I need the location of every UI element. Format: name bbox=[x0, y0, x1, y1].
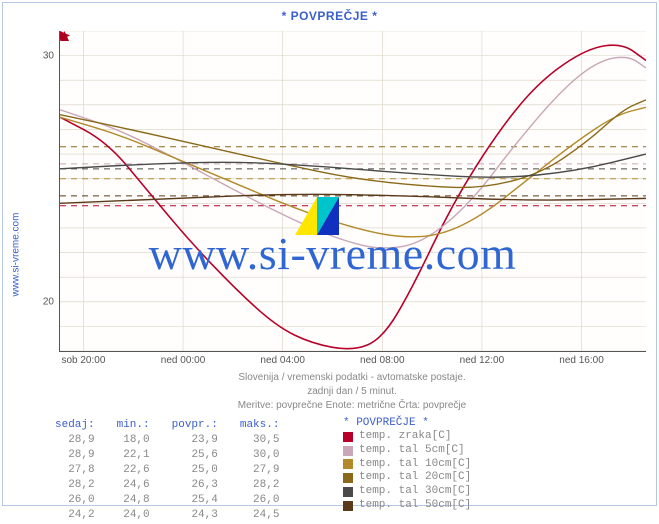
legend-row: temp. tal 30cm[C] bbox=[343, 485, 471, 499]
x-axis-arrow-icon bbox=[60, 31, 70, 40]
x-tick-label: ned 16:00 bbox=[559, 355, 604, 366]
y-tick-label: 20 bbox=[43, 296, 54, 307]
side-label: www.si-vreme.com bbox=[7, 3, 25, 505]
legend-swatch-icon bbox=[343, 446, 353, 456]
stats-cell: 25,0 bbox=[162, 464, 228, 477]
legend-row: temp. tal 50cm[C] bbox=[343, 499, 471, 513]
legend-title: * POVPREČJE * bbox=[343, 417, 471, 429]
stats-header-cell: min.: bbox=[107, 419, 160, 432]
chart-frame: www.si-vreme.com * POVPREČJE * 2030sob 2… bbox=[2, 2, 657, 506]
stats-cell: 24,2 bbox=[45, 509, 105, 522]
stats-header-row: sedaj:min.:povpr.:maks.: bbox=[45, 419, 289, 432]
x-tick-label: ned 12:00 bbox=[460, 355, 505, 366]
stats-cell: 22,1 bbox=[107, 449, 160, 462]
legend-swatch-icon bbox=[343, 473, 353, 483]
legend-row: temp. zraka[C] bbox=[343, 430, 471, 444]
stats-cell: 28,2 bbox=[45, 479, 105, 492]
legend-label: temp. tal 30cm[C] bbox=[359, 485, 471, 499]
x-tick-label: ned 04:00 bbox=[260, 355, 305, 366]
legend-row: temp. tal 5cm[C] bbox=[343, 444, 471, 458]
stats-cell: 27,8 bbox=[45, 464, 105, 477]
stats-cell: 22,6 bbox=[107, 464, 160, 477]
stats-cell: 25,4 bbox=[162, 494, 228, 507]
stats-cell: 26,0 bbox=[230, 494, 290, 507]
legend-label: temp. tal 50cm[C] bbox=[359, 499, 471, 513]
legend-label: temp. zraka[C] bbox=[359, 430, 451, 444]
stats-cell: 28,9 bbox=[45, 449, 105, 462]
caption-line: zadnji dan / 5 minut. bbox=[59, 385, 645, 399]
stats-header-cell: povpr.: bbox=[162, 419, 228, 432]
series-legend: * POVPREČJE *temp. zraka[C]temp. tal 5cm… bbox=[343, 417, 471, 513]
stats-row: 28,918,023,930,5 bbox=[45, 434, 289, 447]
legend-label: temp. tal 5cm[C] bbox=[359, 444, 465, 458]
stats-cell: 27,9 bbox=[230, 464, 290, 477]
legend-swatch-icon bbox=[343, 432, 353, 442]
y-tick-label: 30 bbox=[43, 50, 54, 61]
stats-row: 27,822,625,027,9 bbox=[45, 464, 289, 477]
legend-swatch-icon bbox=[343, 487, 353, 497]
stats-header-cell: sedaj: bbox=[45, 419, 105, 432]
plot-area: 2030sob 20:00ned 00:00ned 04:00ned 08:00… bbox=[59, 31, 646, 352]
stats-row: 28,922,125,630,0 bbox=[45, 449, 289, 462]
legend-swatch-icon bbox=[343, 459, 353, 469]
stats-cell: 26,3 bbox=[162, 479, 228, 492]
plot-svg bbox=[60, 31, 646, 351]
stats-row: 28,224,626,328,2 bbox=[45, 479, 289, 492]
stats-cell: 26,0 bbox=[45, 494, 105, 507]
caption-line: Meritve: povprečne Enote: metrične Črta:… bbox=[59, 399, 645, 413]
stats-cell: 24,3 bbox=[162, 509, 228, 522]
legend-row: temp. tal 20cm[C] bbox=[343, 471, 471, 485]
stats-cell: 24,6 bbox=[107, 479, 160, 492]
stats-cell: 18,0 bbox=[107, 434, 160, 447]
caption-line: Slovenija / vremenski podatki - avtomats… bbox=[59, 371, 645, 385]
chart-captions: Slovenija / vremenski podatki - avtomats… bbox=[59, 371, 645, 413]
stats-cell: 30,5 bbox=[230, 434, 290, 447]
stats-row: 26,024,825,426,0 bbox=[45, 494, 289, 507]
legend-swatch-icon bbox=[343, 501, 353, 511]
stats-cell: 24,8 bbox=[107, 494, 160, 507]
legend-row: temp. tal 10cm[C] bbox=[343, 458, 471, 472]
stats-cell: 30,0 bbox=[230, 449, 290, 462]
x-tick-label: ned 00:00 bbox=[161, 355, 206, 366]
stats-cell: 28,9 bbox=[45, 434, 105, 447]
legend-label: temp. tal 10cm[C] bbox=[359, 458, 471, 472]
stats-cell: 23,9 bbox=[162, 434, 228, 447]
stats-row: 24,224,024,324,5 bbox=[45, 509, 289, 522]
stats-cell: 24,0 bbox=[107, 509, 160, 522]
x-tick-label: ned 08:00 bbox=[360, 355, 405, 366]
stats-cell: 28,2 bbox=[230, 479, 290, 492]
x-tick-label: sob 20:00 bbox=[61, 355, 105, 366]
stats-header-cell: maks.: bbox=[230, 419, 290, 432]
legend-label: temp. tal 20cm[C] bbox=[359, 471, 471, 485]
stats-cell: 25,6 bbox=[162, 449, 228, 462]
side-label-text: www.si-vreme.com bbox=[11, 212, 22, 296]
stats-cell: 24,5 bbox=[230, 509, 290, 522]
chart-title: * POVPREČJE * bbox=[3, 9, 656, 23]
watermark-logo-icon bbox=[295, 197, 339, 235]
